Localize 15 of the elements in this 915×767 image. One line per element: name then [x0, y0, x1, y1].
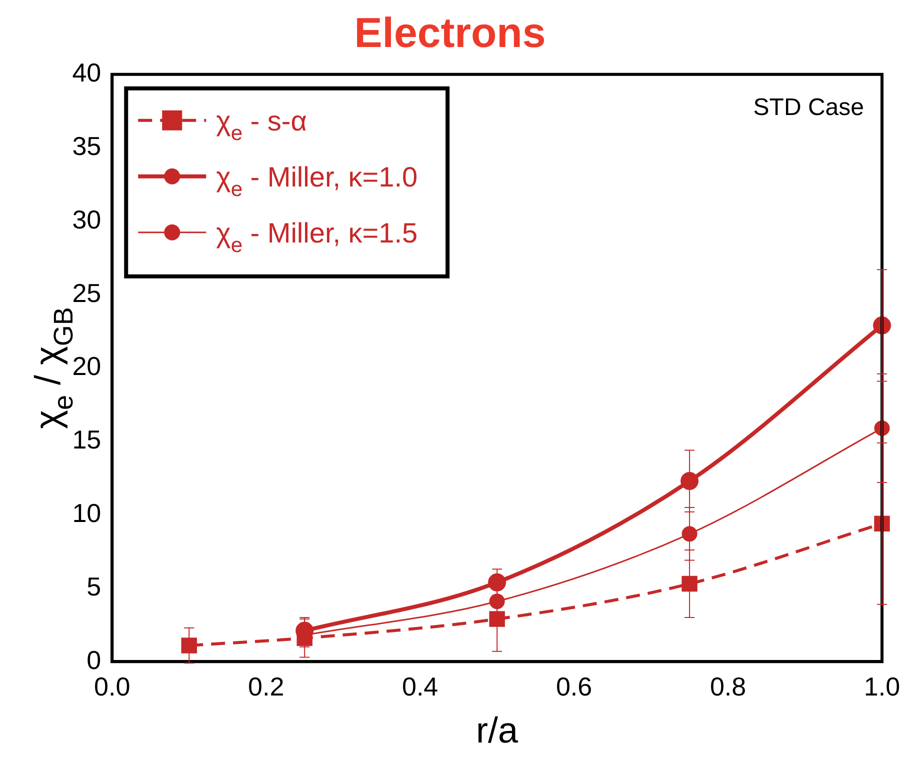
- x-axis-title: r/a: [476, 709, 520, 750]
- x-tick-label: 0.8: [710, 671, 746, 702]
- chart-title: Electrons: [354, 8, 546, 56]
- x-tick-label: 0.6: [556, 671, 592, 702]
- x-tick-label: 0.2: [248, 671, 284, 702]
- y-tick-label: 5: [86, 571, 102, 602]
- annotation: STD Case: [753, 94, 864, 122]
- y-tick-label: 15: [72, 424, 102, 455]
- y-tick-label: 30: [72, 204, 102, 234]
- x-tick-label: 1.0: [864, 671, 900, 702]
- x-tick-label: 0.4: [402, 671, 438, 702]
- y-tick-label: 35: [72, 130, 102, 161]
- y-tick-label: 25: [72, 278, 102, 308]
- y-tick-label: 10: [72, 498, 102, 528]
- y-tick-label: 40: [72, 58, 102, 88]
